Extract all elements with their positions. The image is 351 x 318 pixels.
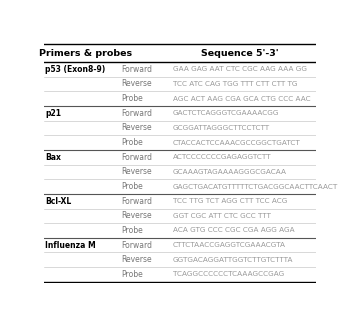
Text: Primers & probes: Primers & probes xyxy=(39,49,133,58)
Text: Reverse: Reverse xyxy=(121,167,152,176)
Text: Forward: Forward xyxy=(121,241,152,250)
Text: TCAGGCCCCCCTCAAAGCCGAG: TCAGGCCCCCCTCAAAGCCGAG xyxy=(173,272,284,278)
Text: ACA GTG CCC CGC CGA AGG AGA: ACA GTG CCC CGC CGA AGG AGA xyxy=(173,227,295,233)
Text: Forward: Forward xyxy=(121,197,152,206)
Text: Forward: Forward xyxy=(121,153,152,162)
Text: TCC TTG TCT AGG CTT TCC ACG: TCC TTG TCT AGG CTT TCC ACG xyxy=(173,198,287,204)
Text: Forward: Forward xyxy=(121,109,152,118)
Text: TCC ATC CAG TGG TTT CTT CTT TG: TCC ATC CAG TGG TTT CTT CTT TG xyxy=(173,81,298,87)
Text: GCGGATTAGGGCTTCCTCTT: GCGGATTAGGGCTTCCTCTT xyxy=(173,125,270,131)
Text: Forward: Forward xyxy=(121,65,152,74)
Text: AGC ACT AAG CGA GCA CTG CCC AAC: AGC ACT AAG CGA GCA CTG CCC AAC xyxy=(173,95,311,101)
Text: CTTCTAACCGAGGTCGAAACGTA: CTTCTAACCGAGGTCGAAACGTA xyxy=(173,242,286,248)
Text: Probe: Probe xyxy=(121,270,143,279)
Text: GAA GAG AAT CTC CGC AAG AAA GG: GAA GAG AAT CTC CGC AAG AAA GG xyxy=(173,66,307,72)
Text: Probe: Probe xyxy=(121,138,143,147)
Text: Reverse: Reverse xyxy=(121,255,152,264)
Text: Influenza M: Influenza M xyxy=(45,241,96,250)
Text: Probe: Probe xyxy=(121,94,143,103)
Text: GGTGACAGGATTGGTCTTGTCTTTA: GGTGACAGGATTGGTCTTGTCTTTA xyxy=(173,257,293,263)
Text: Bax: Bax xyxy=(45,153,61,162)
Text: Reverse: Reverse xyxy=(121,80,152,88)
Text: GACTCTCAGGGTCGAAAACGG: GACTCTCAGGGTCGAAAACGG xyxy=(173,110,280,116)
Text: Reverse: Reverse xyxy=(121,123,152,132)
Text: Probe: Probe xyxy=(121,182,143,191)
Text: Probe: Probe xyxy=(121,226,143,235)
Text: ACTCCCCCCCGAGAGGTCTT: ACTCCCCCCCGAGAGGTCTT xyxy=(173,154,272,160)
Text: p21: p21 xyxy=(45,109,61,118)
Text: GAGCTGACATGTTTTTCTGACGGCAACTTCAACT: GAGCTGACATGTTTTTCTGACGGCAACTTCAACT xyxy=(173,183,338,190)
Text: CTACCACTCCAAACGCCGGCTGATCT: CTACCACTCCAAACGCCGGCTGATCT xyxy=(173,140,301,146)
Text: Sequence 5'-3': Sequence 5'-3' xyxy=(201,49,279,58)
Text: Reverse: Reverse xyxy=(121,211,152,220)
Text: GGT CGC ATT CTC GCC TTT: GGT CGC ATT CTC GCC TTT xyxy=(173,213,271,219)
Text: p53 (Exon8-9): p53 (Exon8-9) xyxy=(45,65,106,74)
Text: GCAAAGTAGAAAAGGGCGACAA: GCAAAGTAGAAAAGGGCGACAA xyxy=(173,169,287,175)
Text: Bcl-XL: Bcl-XL xyxy=(45,197,72,206)
